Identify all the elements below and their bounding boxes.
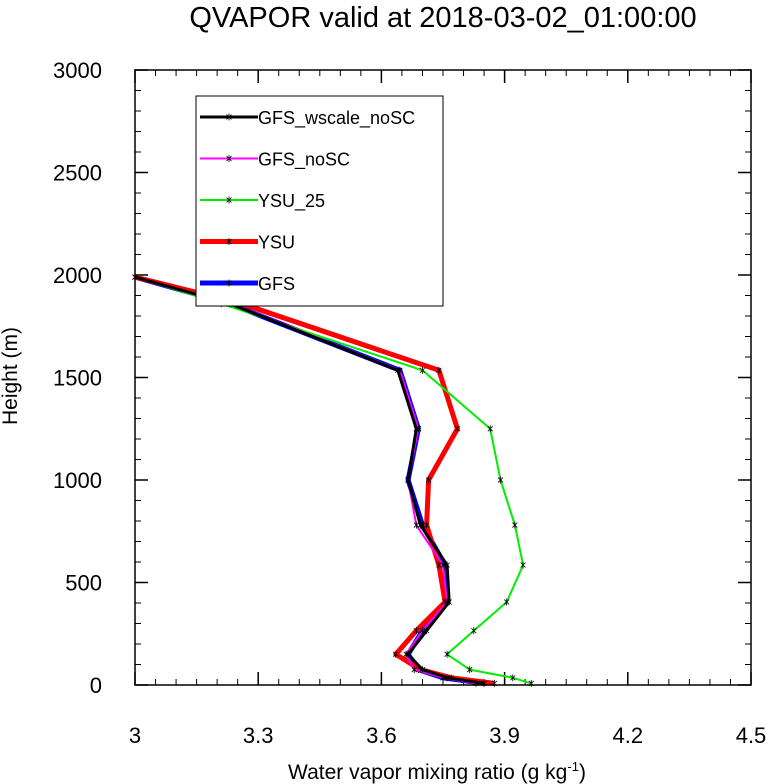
- legend-label: GFS_wscale_noSC: [258, 108, 415, 129]
- legend-marker: [226, 113, 232, 121]
- data-point-marker: [436, 561, 442, 569]
- x-tick-label: 3: [129, 723, 141, 748]
- data-point-marker: [417, 521, 424, 529]
- x-tick-label: 3.9: [489, 723, 520, 748]
- data-point-marker: [497, 476, 504, 484]
- data-point-marker: [444, 650, 450, 658]
- data-point-marker: [471, 627, 477, 635]
- legend-item-ysu-25: YSU_25: [200, 191, 325, 212]
- data-point-marker: [512, 521, 518, 529]
- legend-label: GFS_noSC: [258, 150, 350, 171]
- x-axis-label: Water vapor mixing ratio (g kg-1): [288, 759, 586, 784]
- data-point-marker: [466, 666, 473, 674]
- data-point-marker: [413, 521, 420, 529]
- data-point-marker: [423, 627, 430, 635]
- legend-item-gfs-nosc: GFS_noSC: [200, 150, 350, 171]
- data-point-marker: [503, 598, 510, 606]
- y-tick-label: 0: [90, 673, 102, 698]
- y-tick-label: 2500: [53, 161, 102, 186]
- data-point-marker: [405, 476, 411, 484]
- legend: GFS_wscale_noSC GFS_noSC YSU_25 YSU GFS: [195, 95, 444, 307]
- data-point-marker: [436, 366, 442, 374]
- data-point-marker: [487, 425, 493, 433]
- y-axis-label: Height (m): [0, 327, 22, 425]
- series-layer: [132, 273, 535, 687]
- data-point-marker: [425, 476, 432, 484]
- data-point-marker: [419, 366, 426, 374]
- data-point-marker: [454, 425, 461, 433]
- y-tick-label: 2000: [53, 263, 102, 288]
- series-line: [134, 276, 532, 685]
- y-tick-label: 1000: [53, 468, 102, 493]
- legend-label: GFS: [258, 274, 295, 294]
- data-point-marker: [520, 561, 526, 569]
- legend-marker: [226, 279, 232, 287]
- data-point-marker: [444, 561, 450, 569]
- legend-label: YSU_25: [258, 191, 325, 212]
- legend-item-ysu: YSU: [200, 233, 295, 253]
- data-point-marker: [411, 666, 417, 674]
- svg-text:Water vapor mixing ratio (g kg: Water vapor mixing ratio (g kg-1): [288, 759, 586, 784]
- data-point-marker: [393, 650, 399, 658]
- data-point-marker: [413, 425, 420, 433]
- x-tick-label: 3.6: [366, 723, 397, 748]
- legend-marker: [226, 238, 232, 245]
- y-tick-label: 500: [65, 571, 102, 596]
- legend-marker: [226, 155, 232, 162]
- data-point-marker: [395, 366, 401, 374]
- y-tick-label: 3000: [53, 58, 102, 83]
- chart-title: QVAPOR valid at 2018-03-02_01:00:00: [189, 2, 696, 34]
- data-point-marker: [446, 598, 452, 606]
- x-tick-label: 4.5: [736, 723, 767, 748]
- plot-frame: [134, 69, 752, 686]
- axis-tick-labels: 3 3.3 3.6 3.9 4.2 4.5 0 500 1000 1500 2000 2500 3000: [53, 58, 766, 748]
- legend-item-gfs: GFS: [200, 274, 295, 294]
- series-ysu: [132, 273, 498, 687]
- legend-marker: [226, 196, 232, 204]
- data-point-marker: [405, 650, 411, 658]
- data-point-marker: [419, 666, 426, 674]
- y-tick-label: 1500: [53, 366, 102, 391]
- data-point-marker: [510, 674, 516, 682]
- data-point-marker: [413, 627, 420, 635]
- x-tick-label: 3.3: [243, 723, 274, 748]
- legend-label: YSU: [258, 233, 295, 253]
- data-point-marker: [444, 674, 450, 682]
- legend-item-gfs-wscale-nosc: GFS_wscale_noSC: [200, 108, 415, 129]
- data-point-marker: [423, 521, 430, 529]
- series-line: [134, 275, 485, 685]
- x-tick-label: 4.2: [613, 723, 644, 748]
- series-gfs-wscale-nosc: [132, 273, 487, 687]
